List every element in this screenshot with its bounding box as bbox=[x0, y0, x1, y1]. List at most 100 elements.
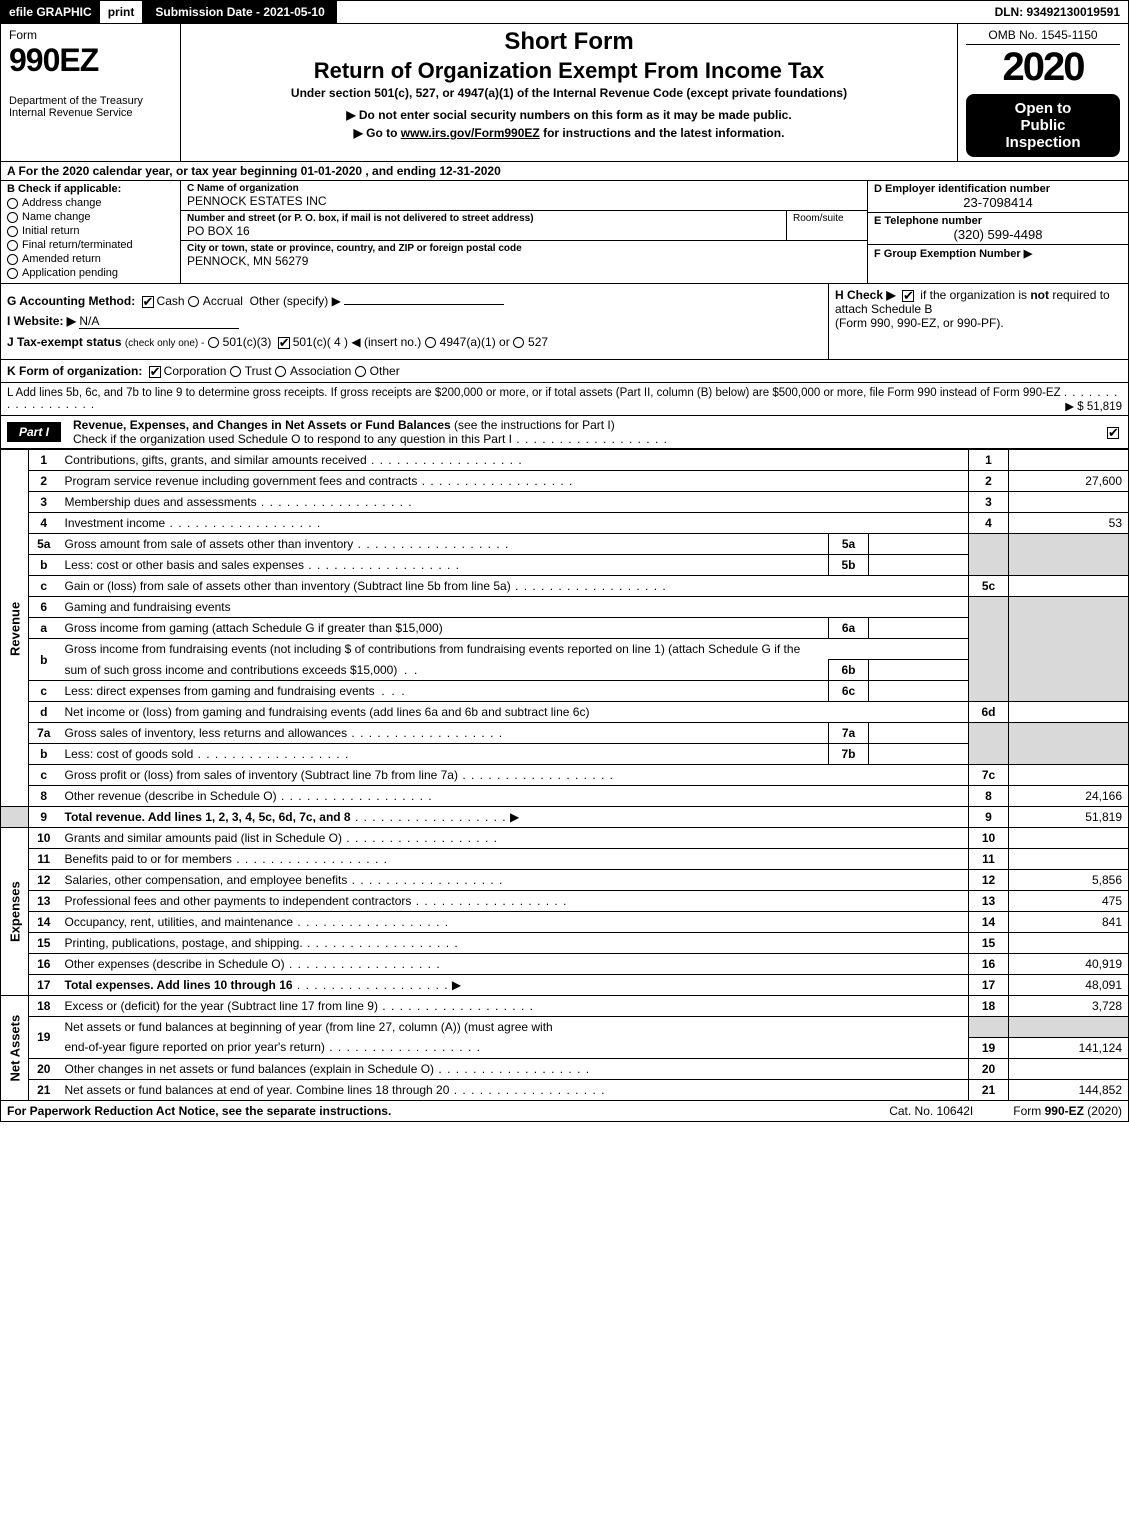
amt-15 bbox=[1009, 933, 1129, 954]
amt-18: 3,728 bbox=[1009, 996, 1129, 1017]
goto-pre: ▶ Go to bbox=[354, 126, 401, 140]
part1-bar: Part I Revenue, Expenses, and Changes in… bbox=[0, 416, 1129, 449]
circle-icon bbox=[7, 226, 18, 237]
b-header: B Check if applicable: bbox=[7, 183, 174, 195]
k-corp-checkbox[interactable] bbox=[149, 366, 161, 378]
dept-treasury: Department of the Treasury bbox=[9, 95, 172, 107]
dept-irs: Internal Revenue Service bbox=[9, 107, 172, 119]
ein-val: 23-7098414 bbox=[874, 195, 1122, 210]
b-opt-address[interactable]: Address change bbox=[7, 197, 174, 209]
part1-table: Revenue 1 Contributions, gifts, grants, … bbox=[0, 449, 1129, 1101]
line-i: I Website: ▶ N/A bbox=[7, 314, 822, 329]
amt-19: 141,124 bbox=[1009, 1037, 1129, 1058]
submission-date: Submission Date - 2021-05-10 bbox=[143, 1, 336, 23]
b-opt-pending[interactable]: Application pending bbox=[7, 267, 174, 279]
val-7b bbox=[869, 744, 969, 765]
line-g: G Accounting Method: Cash Accrual Other … bbox=[7, 294, 822, 308]
amt-20 bbox=[1009, 1058, 1129, 1079]
short-form-title: Short Form bbox=[189, 28, 949, 56]
return-title: Return of Organization Exempt From Incom… bbox=[189, 58, 949, 84]
do-not-note: ▶ Do not enter social security numbers o… bbox=[189, 108, 949, 122]
print-link[interactable]: print bbox=[100, 1, 144, 23]
org-name: PENNOCK ESTATES INC bbox=[187, 194, 861, 208]
b-opt-amended[interactable]: Amended return bbox=[7, 253, 174, 265]
section-def: D Employer identification number 23-7098… bbox=[868, 181, 1128, 283]
val-5b bbox=[869, 555, 969, 576]
amt-8: 24,166 bbox=[1009, 786, 1129, 807]
g-other-input[interactable] bbox=[344, 304, 504, 305]
city-label: City or town, state or province, country… bbox=[187, 243, 861, 254]
circle-icon bbox=[7, 212, 18, 223]
b-opt-initial[interactable]: Initial return bbox=[7, 225, 174, 237]
amt-7c bbox=[1009, 765, 1129, 786]
block-bcd: B Check if applicable: Address change Na… bbox=[0, 181, 1129, 284]
k-trust-radio[interactable] bbox=[230, 366, 241, 377]
h-checkbox[interactable] bbox=[902, 290, 914, 302]
k-other-radio[interactable] bbox=[355, 366, 366, 377]
phone-val: (320) 599-4498 bbox=[874, 227, 1122, 242]
line-j: J Tax-exempt status (check only one) - 5… bbox=[7, 335, 822, 349]
cat-no: Cat. No. 10642I bbox=[889, 1104, 973, 1118]
website-val: N/A bbox=[79, 314, 239, 329]
val-6c bbox=[869, 681, 969, 702]
j-527-radio[interactable] bbox=[513, 337, 524, 348]
b-opt-name[interactable]: Name change bbox=[7, 211, 174, 223]
header-center: Short Form Return of Organization Exempt… bbox=[181, 24, 958, 161]
b-opt-final[interactable]: Final return/terminated bbox=[7, 239, 174, 251]
tax-year-big: 2020 bbox=[966, 45, 1120, 90]
block-ghij: G Accounting Method: Cash Accrual Other … bbox=[0, 284, 1129, 360]
val-5a bbox=[869, 534, 969, 555]
gross-receipts: ▶ $ 51,819 bbox=[1065, 399, 1122, 413]
amt-17: 48,091 bbox=[1009, 975, 1129, 996]
j-4947-radio[interactable] bbox=[425, 337, 436, 348]
amt-21: 144,852 bbox=[1009, 1079, 1129, 1100]
netassets-side-label: Net Assets bbox=[1, 996, 29, 1101]
g-accrual-radio[interactable] bbox=[188, 296, 199, 307]
circle-icon bbox=[7, 254, 18, 265]
val-7a bbox=[869, 723, 969, 744]
circle-icon bbox=[7, 198, 18, 209]
header-right: OMB No. 1545-1150 2020 Open to Public In… bbox=[958, 24, 1128, 161]
g-cash-checkbox[interactable] bbox=[142, 296, 154, 308]
circle-icon bbox=[7, 268, 18, 279]
val-6b bbox=[869, 660, 969, 681]
amt-1 bbox=[1009, 450, 1129, 471]
amt-5c bbox=[1009, 576, 1129, 597]
section-b: B Check if applicable: Address change Na… bbox=[1, 181, 181, 283]
open-to-public: Open to Public Inspection bbox=[966, 94, 1120, 157]
part1-desc: Revenue, Expenses, and Changes in Net As… bbox=[67, 416, 1098, 448]
open-line3: Inspection bbox=[976, 134, 1110, 151]
open-line2: Public bbox=[976, 117, 1110, 134]
k-assoc-radio[interactable] bbox=[275, 366, 286, 377]
paperwork-notice: For Paperwork Reduction Act Notice, see … bbox=[7, 1104, 849, 1118]
line-h: H Check ▶ if the organization is not req… bbox=[828, 284, 1128, 359]
amt-4: 53 bbox=[1009, 513, 1129, 534]
j-501c-checkbox[interactable] bbox=[278, 337, 290, 349]
section-c: C Name of organization PENNOCK ESTATES I… bbox=[181, 181, 868, 283]
amt-9: 51,819 bbox=[1009, 807, 1129, 828]
efile-label: efile GRAPHIC bbox=[1, 1, 100, 23]
j-501c3-radio[interactable] bbox=[208, 337, 219, 348]
goto-note: ▶ Go to www.irs.gov/Form990EZ for instru… bbox=[189, 126, 949, 140]
addr-val: PO BOX 16 bbox=[187, 224, 780, 238]
top-bar: efile GRAPHIC print Submission Date - 20… bbox=[0, 0, 1129, 24]
part1-tag: Part I bbox=[7, 422, 61, 442]
line-k: K Form of organization: Corporation Trus… bbox=[0, 360, 1129, 383]
expenses-side-label: Expenses bbox=[1, 828, 29, 996]
form-ref: Form 990-EZ (2020) bbox=[1013, 1104, 1122, 1118]
part1-check[interactable] bbox=[1098, 423, 1128, 441]
city-val: PENNOCK, MN 56279 bbox=[187, 254, 861, 268]
dln-label: DLN: 93492130019591 bbox=[987, 1, 1128, 23]
omb-number: OMB No. 1545-1150 bbox=[966, 28, 1120, 45]
header-left: Form 990EZ Department of the Treasury In… bbox=[1, 24, 181, 161]
revenue-side-label: Revenue bbox=[1, 450, 29, 807]
line-l: L Add lines 5b, 6c, and 7b to line 9 to … bbox=[0, 383, 1129, 416]
form-label: Form bbox=[9, 28, 172, 42]
amt-16: 40,919 bbox=[1009, 954, 1129, 975]
page-footer: For Paperwork Reduction Act Notice, see … bbox=[0, 1101, 1129, 1122]
ghij-left: G Accounting Method: Cash Accrual Other … bbox=[1, 284, 828, 359]
e-label: E Telephone number bbox=[874, 215, 1122, 227]
c-label: C Name of organization bbox=[187, 183, 861, 194]
form-number: 990EZ bbox=[9, 42, 172, 79]
goto-link[interactable]: www.irs.gov/Form990EZ bbox=[401, 126, 540, 140]
